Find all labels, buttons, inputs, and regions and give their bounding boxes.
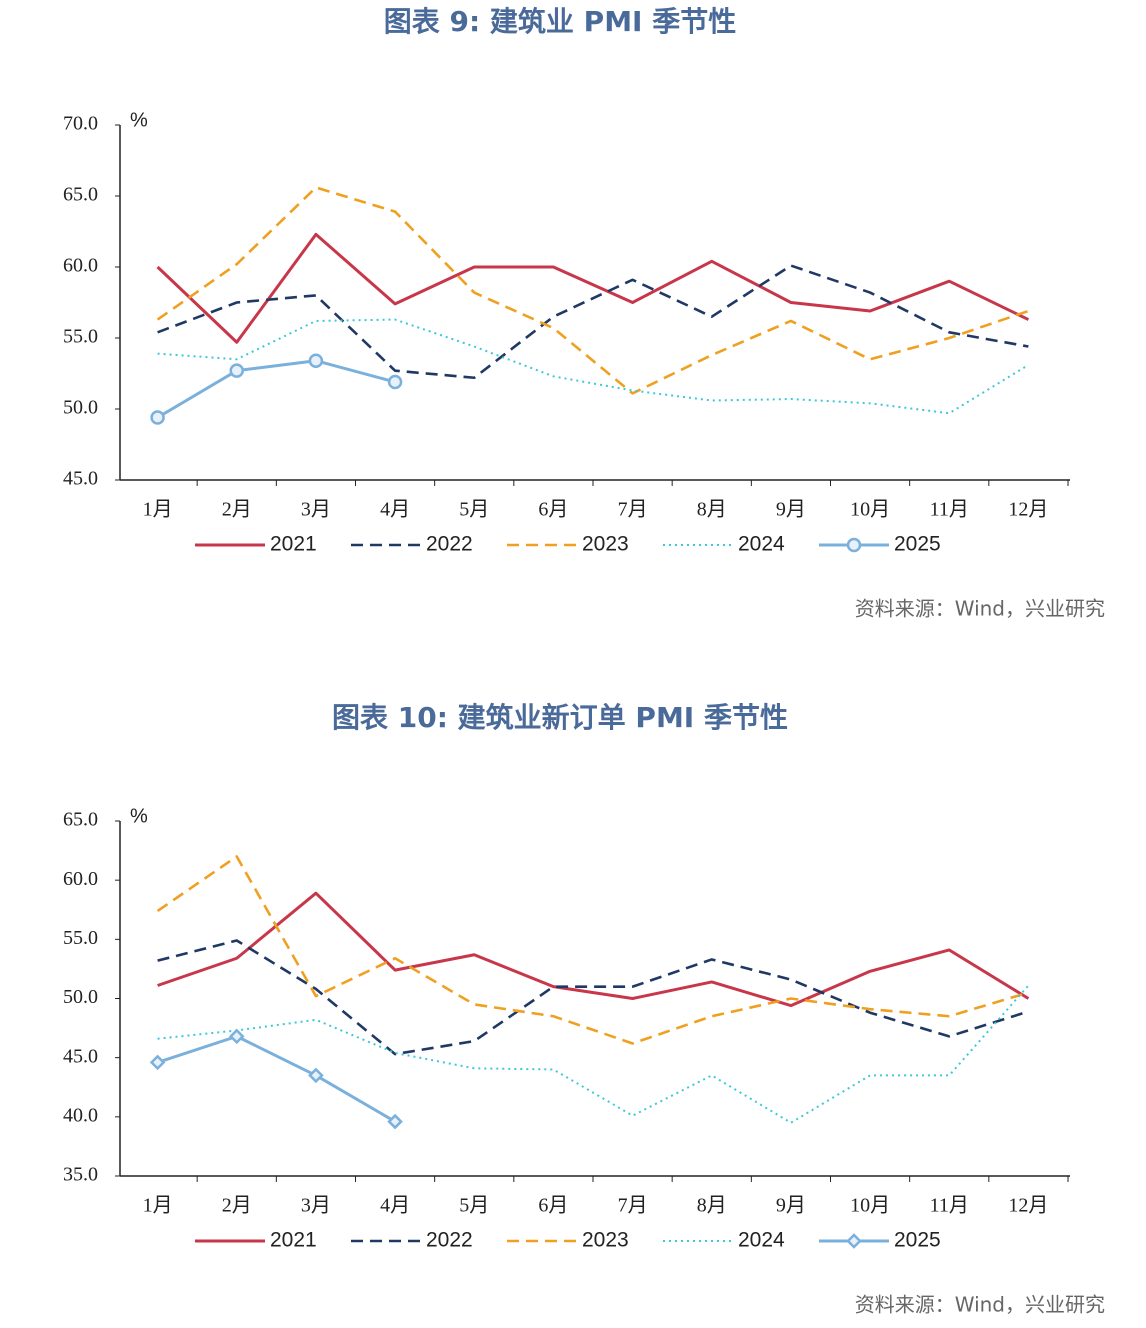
y-tick-label: 65.0 xyxy=(63,809,98,831)
x-tick-label: 5月 xyxy=(459,499,489,521)
y-tick-label: 50.0 xyxy=(63,397,98,419)
line-series xyxy=(156,232,1030,344)
y-tick-label: 55.0 xyxy=(63,927,98,949)
x-tick-label: 7月 xyxy=(618,499,648,521)
source: 资料来源：Wind，兴业研究 xyxy=(855,597,1105,621)
source: 资料来源：Wind，兴业研究 xyxy=(855,1293,1105,1317)
x-tick-label: 9月 xyxy=(776,499,806,521)
legend-marker xyxy=(846,537,862,553)
x-tick-label: 6月 xyxy=(538,499,568,521)
x-tick-label: 9月 xyxy=(776,1195,806,1217)
y-tick-label: 70.0 xyxy=(63,113,98,135)
x-tick-label: 5月 xyxy=(459,1195,489,1217)
line-series xyxy=(157,318,1029,415)
y-tick-label: 35.0 xyxy=(63,1164,98,1186)
chart-title: 图表 9: 建筑业 PMI 季节性 xyxy=(384,5,736,38)
y-unit: % xyxy=(130,805,148,827)
x-tick-label: 12月 xyxy=(1008,1195,1048,1217)
legend-label: 2024 xyxy=(738,533,785,556)
point xyxy=(150,410,165,425)
y-tick-label: 40.0 xyxy=(63,1104,98,1126)
point xyxy=(149,1054,166,1071)
legend-label: 2022 xyxy=(426,533,473,556)
line-series xyxy=(156,186,1029,395)
x-tick-label: 11月 xyxy=(930,1195,969,1217)
x-tick-label: 7月 xyxy=(618,1195,648,1217)
x-tick-label: 8月 xyxy=(697,499,727,521)
point xyxy=(308,1067,324,1084)
x-tick-label: 1月 xyxy=(143,499,173,521)
x-tick-label: 10月 xyxy=(850,1195,890,1217)
x-tick-label: 4月 xyxy=(380,1195,410,1217)
legend-label: 2021 xyxy=(270,533,317,556)
line-series xyxy=(157,1034,396,1123)
line-series xyxy=(156,855,1029,1045)
legend-label: 2022 xyxy=(426,1229,473,1252)
legend-label: 2025 xyxy=(894,533,941,556)
legend-label: 2023 xyxy=(582,533,629,556)
x-tick-label: 1月 xyxy=(143,1195,173,1217)
y-unit: % xyxy=(130,109,148,131)
point xyxy=(387,1113,403,1130)
chart-title: 图表 10: 建筑业新订单 PMI 季节性 xyxy=(332,701,788,734)
x-tick-label: 11月 xyxy=(930,499,969,521)
y-tick-label: 60.0 xyxy=(63,255,98,277)
x-tick-label: 4月 xyxy=(380,499,410,521)
y-tick-label: 65.0 xyxy=(63,184,98,206)
x-tick-label: 12月 xyxy=(1008,499,1048,521)
x-tick-label: 2月 xyxy=(222,1195,252,1217)
x-tick-label: 10月 xyxy=(850,499,890,521)
x-tick-label: 8月 xyxy=(697,1195,727,1217)
legend-label: 2024 xyxy=(738,1229,785,1252)
x-tick-label: 2月 xyxy=(222,499,252,521)
line-series xyxy=(157,984,1030,1124)
legend-label: 2023 xyxy=(582,1229,629,1252)
line-series xyxy=(157,891,1030,1008)
y-tick-label: 55.0 xyxy=(63,326,98,348)
y-tick-label: 45.0 xyxy=(63,1045,98,1067)
point xyxy=(387,374,403,390)
line-series xyxy=(157,939,1029,1056)
x-tick-label: 3月 xyxy=(301,1195,331,1217)
legend-label: 2025 xyxy=(894,1229,941,1252)
point xyxy=(308,353,324,368)
legend-marker xyxy=(846,1233,862,1249)
line-series xyxy=(156,359,396,419)
y-tick-label: 45.0 xyxy=(63,468,98,490)
x-tick-label: 6月 xyxy=(538,1195,568,1217)
y-tick-label: 60.0 xyxy=(63,868,98,890)
x-tick-label: 3月 xyxy=(301,499,331,521)
y-tick-label: 50.0 xyxy=(63,986,98,1008)
legend-label: 2021 xyxy=(270,1229,317,1252)
point xyxy=(229,363,244,378)
line-series xyxy=(157,264,1029,380)
point xyxy=(228,1028,245,1045)
